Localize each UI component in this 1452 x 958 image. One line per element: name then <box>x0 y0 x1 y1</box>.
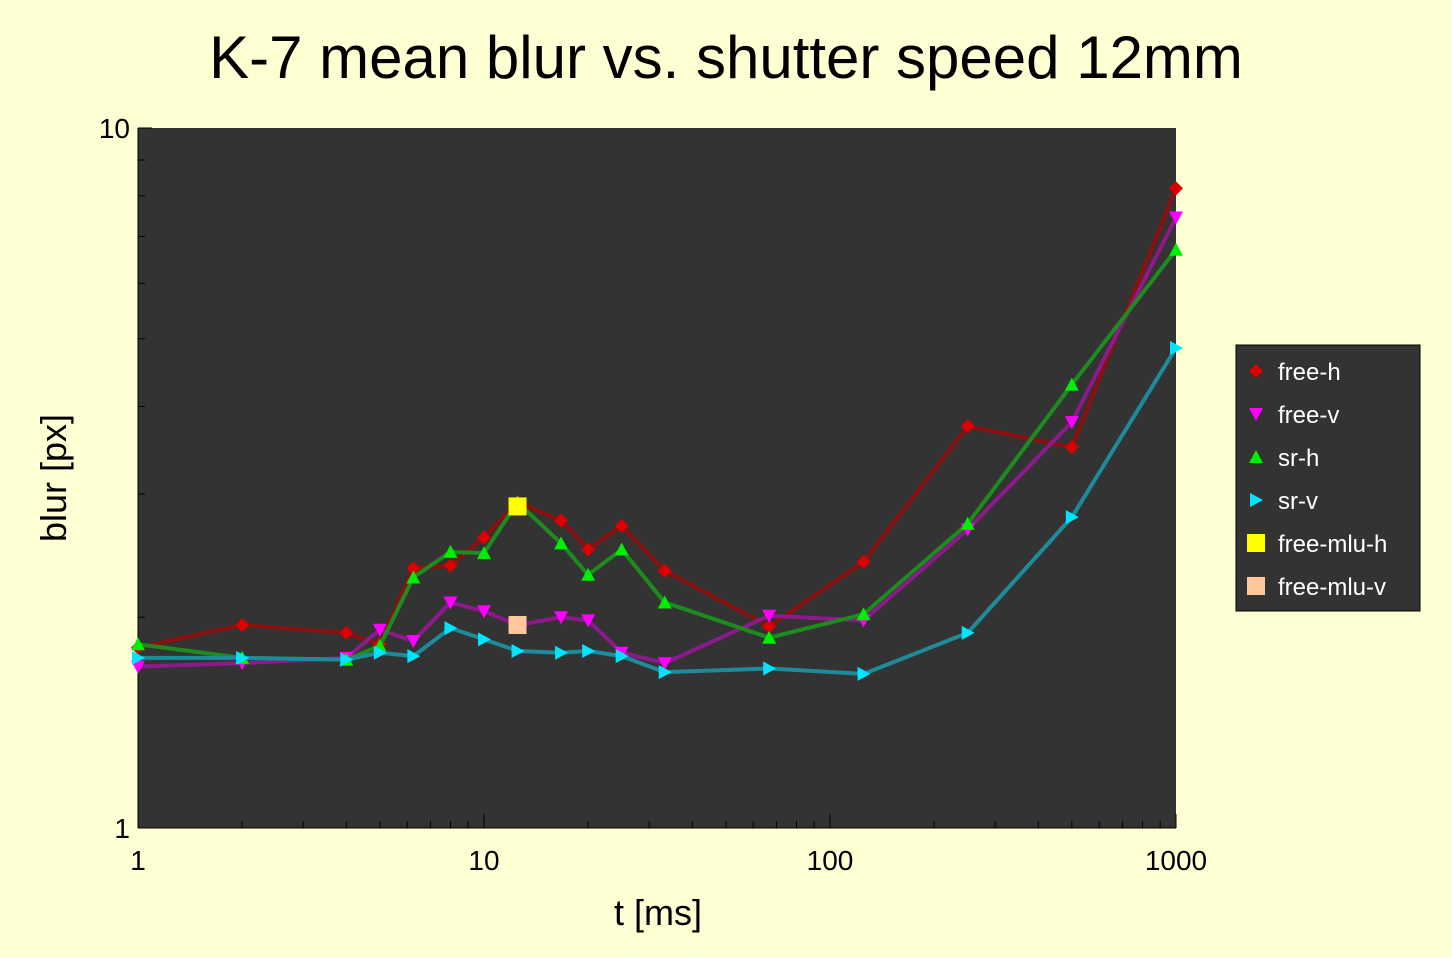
data-point-free-h <box>657 563 672 578</box>
data-point-sr-v <box>961 625 975 640</box>
data-point-free-h <box>960 419 975 434</box>
legend-marker-free-v <box>1249 408 1263 421</box>
data-point-sr-h <box>856 607 871 621</box>
data-point-free-v <box>1064 416 1079 430</box>
data-point-free-h <box>554 513 569 528</box>
data-point-free-v <box>131 660 145 674</box>
x-tick-label: 10 <box>468 845 499 876</box>
legend-box <box>1235 344 1421 612</box>
data-point-sr-h <box>477 546 491 560</box>
data-point-free-h <box>614 519 629 534</box>
x-tick-label: 100 <box>807 845 854 876</box>
legend-label-free-mlu-h: free-mlu-h <box>1278 531 1387 558</box>
data-point-sr-v <box>1170 340 1183 355</box>
data-point-free-v <box>554 611 569 625</box>
data-point-sr-v <box>511 644 525 659</box>
data-point-free-v <box>1169 211 1183 225</box>
data-point-sr-h <box>554 536 569 550</box>
data-point-sr-v <box>582 644 596 659</box>
data-point-free-v <box>443 596 458 610</box>
data-point-sr-v <box>658 665 672 680</box>
legend-label-sr-h: sr-h <box>1278 445 1319 472</box>
legend-item-free-v: free-v <box>1249 402 1339 429</box>
data-point-free-h <box>762 619 777 634</box>
legend-marker-sr-h <box>1249 450 1263 463</box>
data-point-sr-v <box>373 645 387 660</box>
data-point-sr-h <box>581 567 596 581</box>
data-point-free-v <box>477 605 491 619</box>
axes: 1 10 100 1000 1 10 <box>99 113 1207 876</box>
legend-item-sr-h: sr-h <box>1249 445 1319 472</box>
chart-title: K-7 mean blur vs. shutter speed 12mm <box>209 24 1243 91</box>
data-point-sr-v <box>615 649 629 664</box>
data-point-sr-h <box>960 516 975 530</box>
data-point-sr-h <box>131 637 145 651</box>
series-free-mlu-v <box>508 615 527 634</box>
data-point-free-h <box>1169 181 1183 196</box>
data-point-free-v <box>372 623 387 637</box>
y-axis-label: blur [px] <box>33 414 74 542</box>
data-point-free-mlu-h <box>508 497 527 516</box>
legend-label-free-mlu-v: free-mlu-v <box>1278 574 1386 601</box>
data-point-sr-v <box>555 645 569 660</box>
data-point-free-h <box>1064 440 1079 455</box>
series-sr-h <box>131 242 1183 666</box>
data-point-sr-h <box>762 630 777 644</box>
data-point-sr-h <box>1064 377 1079 391</box>
data-point-free-v <box>657 657 672 671</box>
data-point-sr-v <box>1065 510 1079 525</box>
data-point-sr-v <box>763 661 777 676</box>
data-point-sr-v <box>132 650 145 665</box>
series-free-mlu-h <box>508 497 527 516</box>
legend-item-free-h: free-h <box>1249 359 1341 386</box>
x-tick-label: 1000 <box>1145 845 1207 876</box>
data-point-free-h <box>477 530 491 545</box>
data-point-sr-h <box>614 542 629 556</box>
legend: free-h free-v sr-h sr-v free-mlu-h free-mlu-v <box>1235 344 1421 612</box>
x-tick-label: 1 <box>130 845 146 876</box>
data-point-free-h <box>406 561 421 576</box>
data-point-free-h <box>581 542 596 557</box>
y-tick-label: 10 <box>99 113 130 144</box>
data-point-free-mlu-v <box>508 615 527 634</box>
series-sr-v <box>132 340 1183 681</box>
data-point-free-h <box>856 554 871 569</box>
data-point-sr-h <box>657 595 672 609</box>
data-point-free-v <box>762 609 777 623</box>
legend-item-free-mlu-v: free-mlu-v <box>1247 574 1386 601</box>
y-tick-label: 1 <box>114 813 130 844</box>
data-point-free-h <box>339 625 354 640</box>
data-point-sr-v <box>236 650 250 665</box>
legend-item-sr-v: sr-v <box>1250 488 1318 515</box>
legend-label-free-h: free-h <box>1278 359 1341 386</box>
series-layer <box>131 181 1183 681</box>
legend-item-free-mlu-h: free-mlu-h <box>1247 531 1387 558</box>
data-point-sr-v <box>478 632 491 647</box>
data-point-sr-v <box>407 649 421 664</box>
legend-marker-free-mlu-v <box>1247 577 1265 595</box>
data-point-sr-v <box>857 666 871 681</box>
legend-label-free-v: free-v <box>1278 402 1339 429</box>
data-point-sr-h <box>406 570 421 584</box>
x-axis-label: t [ms] <box>614 892 702 933</box>
data-point-sr-v <box>444 621 458 636</box>
legend-marker-free-mlu-h <box>1247 534 1265 552</box>
data-point-sr-v <box>340 652 354 667</box>
data-point-free-h <box>235 617 250 632</box>
data-point-sr-h <box>443 544 458 558</box>
legend-marker-free-h <box>1249 364 1263 378</box>
data-point-free-v <box>406 634 421 648</box>
legend-label-sr-v: sr-v <box>1278 488 1318 515</box>
legend-marker-sr-v <box>1250 493 1263 507</box>
data-point-free-h <box>443 558 458 573</box>
data-point-sr-h <box>1169 242 1183 256</box>
data-point-free-v <box>581 614 596 628</box>
